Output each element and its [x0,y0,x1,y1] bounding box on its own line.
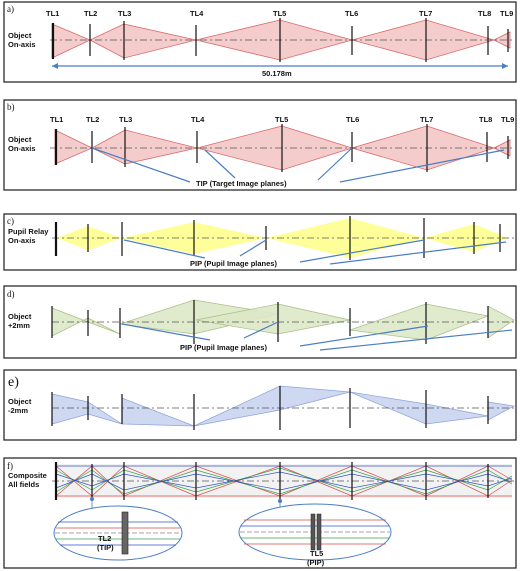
panel-c-note: PIP (Pupil Image planes) [190,259,277,268]
panel-c: c) Pupil Relay On-axis PIP (Pupil Image … [3,213,517,271]
panel-b-lens-label: TL9 [501,115,514,124]
panel-d: d) Object +2mm PIP (Pupil Image planes) [3,285,517,359]
panel-a-lens-label: TL2 [84,9,97,18]
inset-tl5-lens [310,513,316,551]
panel-a: a) Object On-axis TL1 TL2 TL3 TL4 TL5 TL… [3,1,517,83]
panel-d-arrow [299,325,429,347]
arrowhead-icon [52,63,58,69]
panel-f-zoom-marker [278,499,282,503]
panel-f-letter: f) [7,461,13,471]
panel-b-arrow [91,147,191,183]
panel-e-letter: e) [8,375,19,390]
panel-d-arrow [121,323,211,341]
arrowhead-icon [502,63,508,69]
panel-a-lens-label: TL6 [345,9,358,18]
panel-d-side-label-2: +2mm [8,321,30,330]
panel-a-lens-label: TL1 [46,9,59,18]
panel-a-lens-label: TL5 [273,9,286,18]
panel-a-lens-label: TL9 [500,9,513,18]
panel-a-side-label-1: Object [8,31,32,40]
inset-tl2-label-2: (TIP) [97,543,114,552]
panel-b-lens-label: TL5 [275,115,288,124]
panel-b-letter: b) [7,102,15,112]
panel-b-lens-label: TL4 [191,115,205,124]
panel-b: b) Object On-axis TL1 TL2 TL3 TL4 TL5 TL… [3,99,517,191]
panel-b-arrow [204,149,236,179]
panel-c-arrow [123,239,206,259]
panel-c-arrow [239,239,267,257]
panel-c-arrow [329,241,507,265]
panel-f-side-label-1: Composite [8,471,47,480]
panel-b-side-label-2: On-axis [8,144,36,153]
inset-tl2-lens [121,511,129,555]
panel-c-side-label-1: Pupil Relay [8,227,49,236]
panel-f: f) Composite All fields [3,457,517,569]
panel-e: e) Object -2mm [3,369,517,441]
panel-b-lens-label: TL2 [86,115,99,124]
panel-c-cone [424,224,508,252]
panel-a-lens-label: TL4 [190,9,204,18]
panel-e-side-label-1: Object [8,397,32,406]
panel-f-side-label-2: All fields [8,480,39,489]
inset-tl5-lens [316,513,322,551]
panel-c-side-label-2: On-axis [8,236,36,245]
panel-c-cone [266,218,424,258]
panel-a-side-label-2: On-axis [8,40,36,49]
panel-a-lens-label: TL7 [419,9,432,18]
panel-a-letter: a) [7,4,14,14]
panel-a-lens-label: TL3 [118,9,131,18]
panel-f-zoom-marker [90,497,94,501]
panel-b-lens-label: TL6 [346,115,359,124]
panel-b-side-label-1: Object [8,135,32,144]
inset-tl5-label-1: TL5 [310,549,323,558]
panel-b-lens-label: TL8 [479,115,492,124]
panel-c-letter: c) [7,216,14,226]
panel-b-arrow [339,149,505,183]
inset-tl5: TL5 (PIP) [238,503,392,567]
panel-a-length-label: 50.178m [262,69,292,78]
inset-tl2-label-1: TL2 [98,534,111,543]
inset-tl2: TL2 (TIP) [53,505,183,561]
panel-b-note: TIP (Target Image planes) [196,179,287,188]
panel-c-arrow [299,239,425,263]
panel-a-lens-label: TL8 [478,9,491,18]
panel-d-arrow [243,321,279,339]
panel-b-lens-label: TL3 [119,115,132,124]
panel-d-arrow [319,329,513,351]
panel-b-lens-label: TL7 [420,115,433,124]
panel-e-side-label-2: -2mm [8,406,28,415]
panel-b-arrow [317,147,353,181]
inset-tl5-label-2: (PIP) [307,558,325,567]
panel-d-side-label-1: Object [8,312,32,321]
panel-b-lens-label: TL1 [50,115,63,124]
panel-d-note: PIP (Pupil Image planes) [180,343,267,352]
panel-d-letter: d) [7,289,15,299]
